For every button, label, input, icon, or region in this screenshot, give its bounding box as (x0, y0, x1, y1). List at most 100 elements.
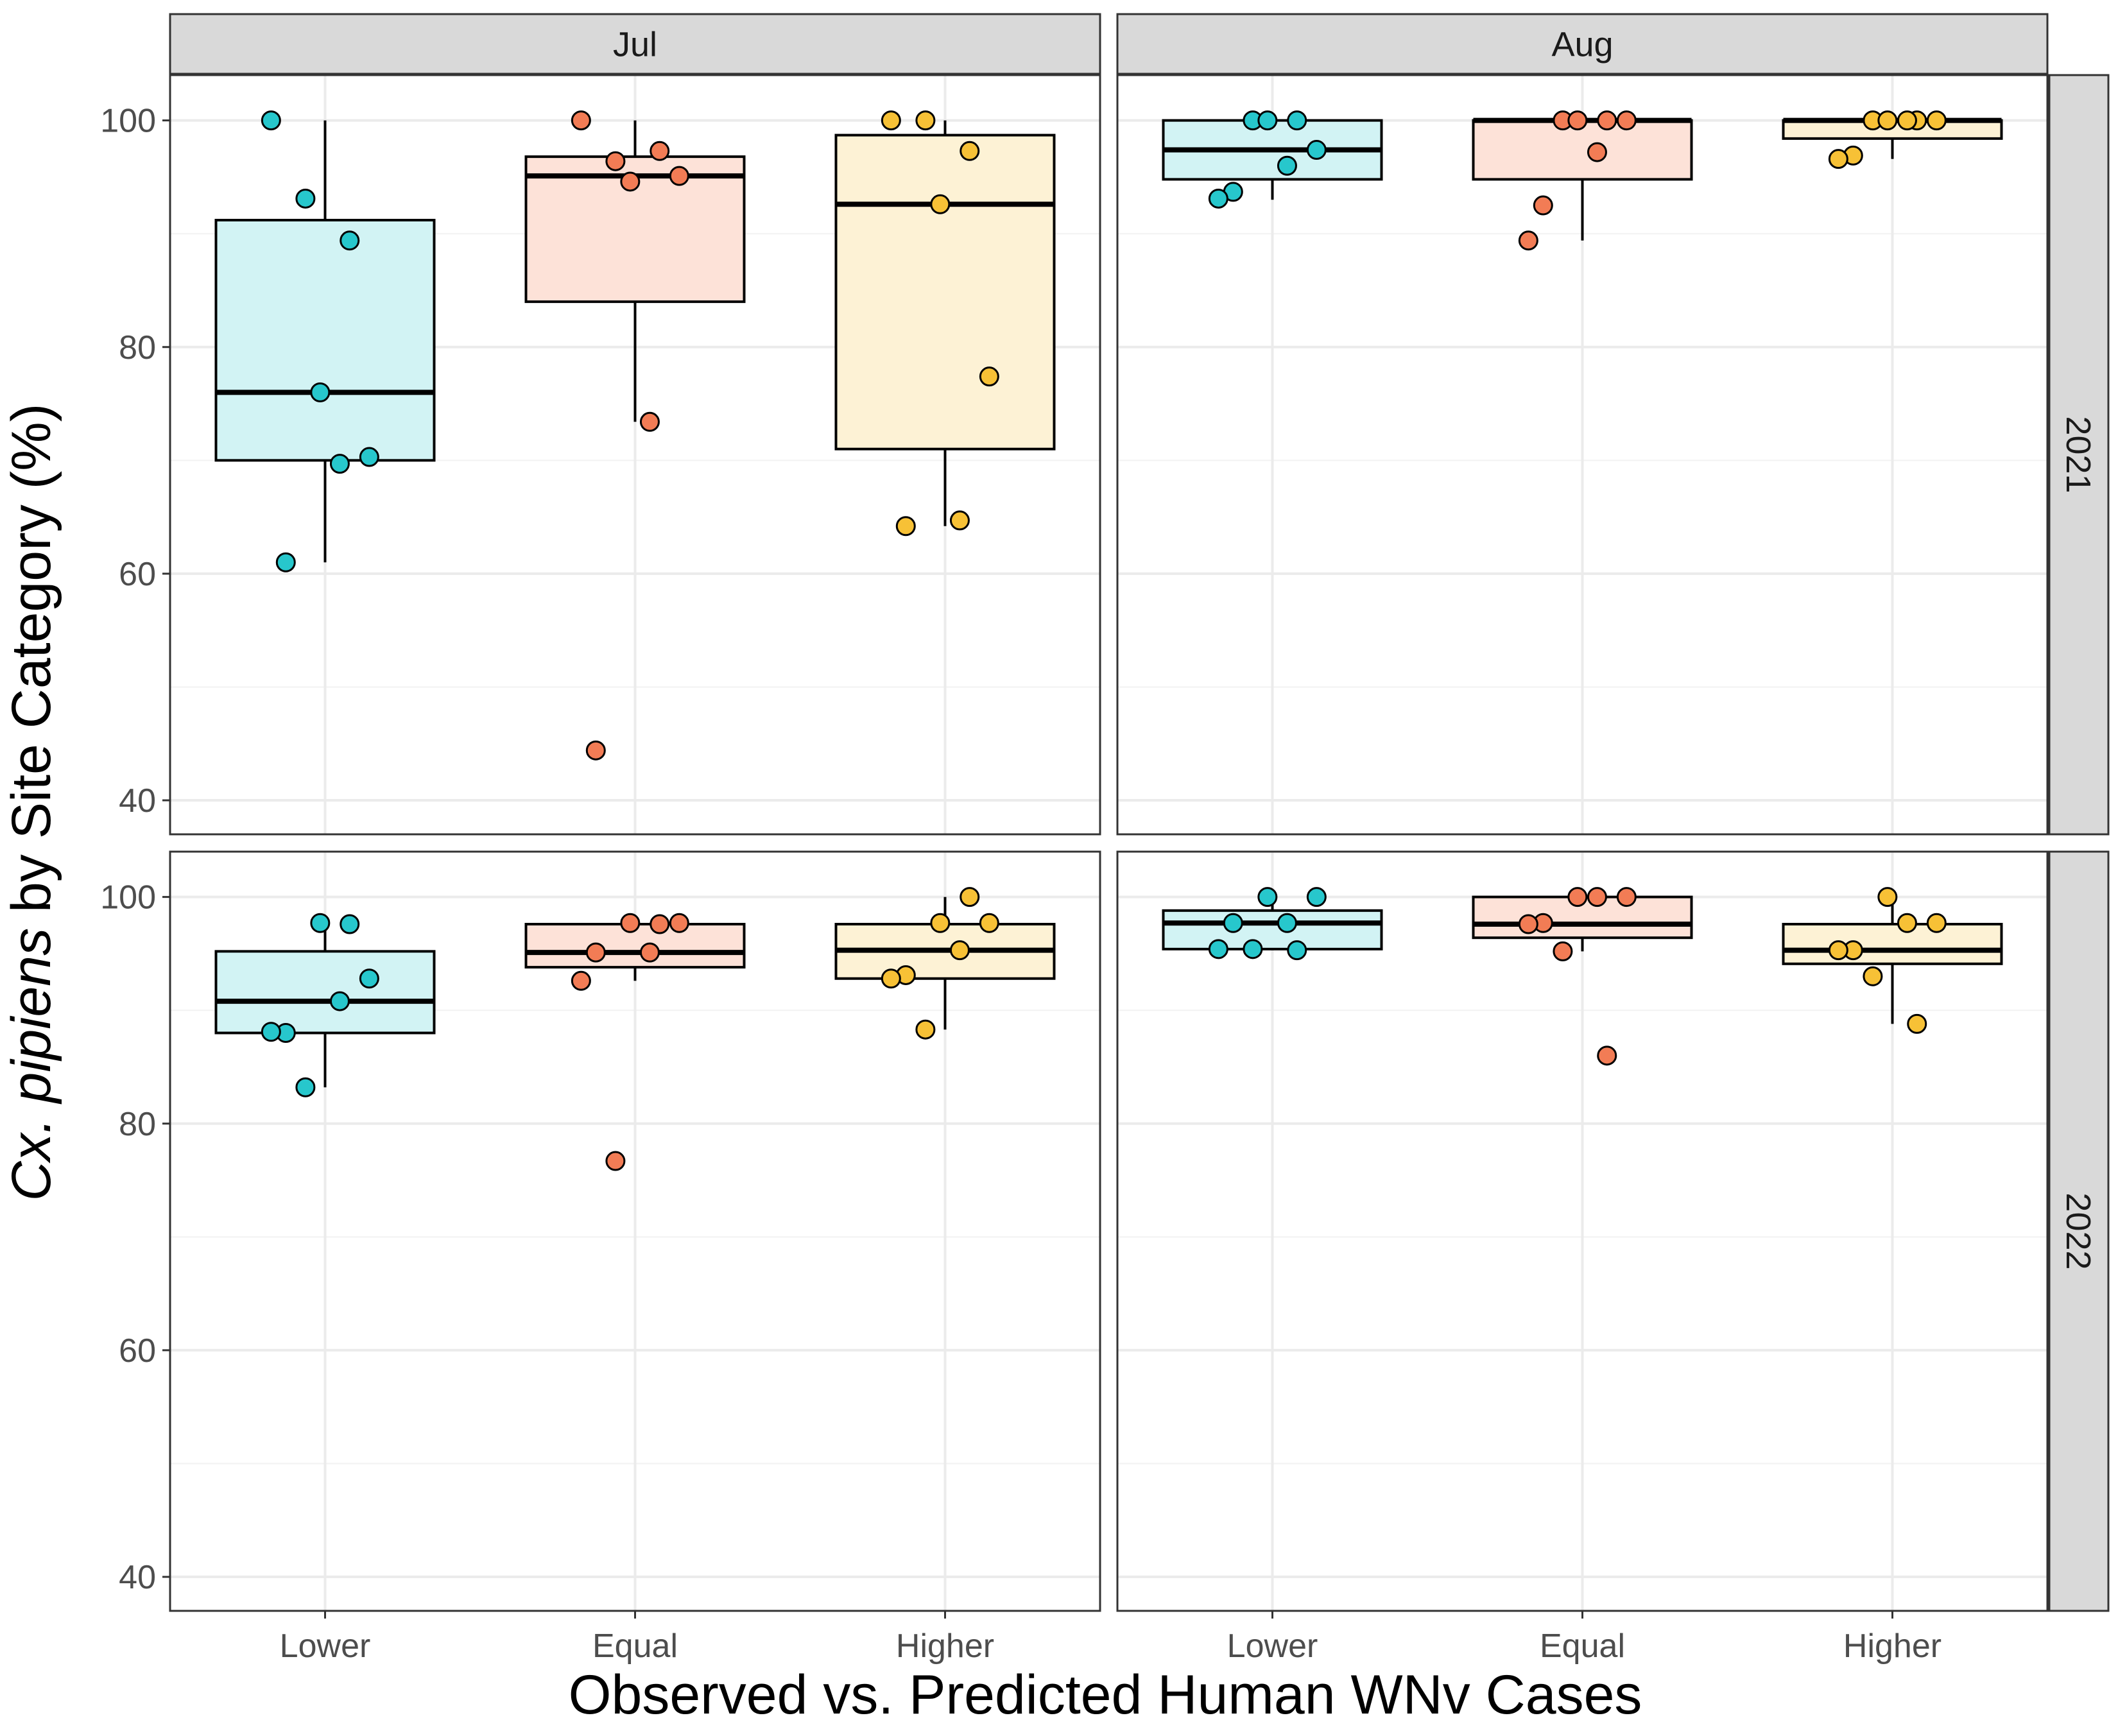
facet-panel-jul-2022 (169, 850, 1101, 1612)
y-axis-title: Cx. pipiens by Site Category (%) (1, 404, 62, 1201)
strip-label-2022: 2022 (2059, 1192, 2097, 1269)
data-point-lower (1223, 913, 1243, 933)
data-point-higher (915, 1019, 936, 1040)
data-point-equal (1567, 887, 1588, 907)
box-higher (834, 133, 1056, 451)
data-point-lower (1208, 188, 1228, 209)
x-tick-label-equal: Equal (1540, 1628, 1625, 1665)
data-point-equal (571, 110, 591, 131)
facet-strips: Jul Aug 2021 2022 (169, 13, 2110, 1612)
data-point-equal (1587, 887, 1607, 907)
data-point-equal (639, 411, 660, 432)
data-point-lower (1243, 939, 1263, 959)
data-point-equal (650, 914, 670, 934)
strip-label-jul: Jul (613, 26, 657, 64)
data-point-lower (359, 447, 379, 467)
strip-2022: 2022 (2048, 850, 2110, 1612)
data-point-higher (881, 968, 901, 989)
data-point-lower (340, 914, 360, 934)
y-tick-label: 100 (100, 879, 156, 916)
panel-border (1116, 74, 2049, 836)
data-point-higher (979, 366, 999, 387)
box-higher (1782, 923, 2003, 965)
data-point-equal (1518, 914, 1538, 934)
strip-label-2021: 2021 (2059, 416, 2097, 493)
data-point-higher (1926, 913, 1947, 933)
data-point-equal (1597, 1045, 1617, 1066)
data-point-higher (895, 516, 916, 537)
y-axis-title-rest: by Site Category (%) (1, 404, 62, 928)
data-point-higher (960, 887, 980, 907)
data-point-lower (329, 454, 350, 474)
data-point-equal (571, 970, 591, 991)
y-tick-label: 80 (119, 1106, 156, 1143)
strip-background (1116, 13, 2049, 75)
data-point-equal (585, 942, 606, 963)
data-point-higher (1907, 1013, 1927, 1034)
facet-panel-aug-2021 (1116, 74, 2049, 836)
data-point-lower (310, 913, 331, 933)
data-point-higher (930, 194, 951, 214)
data-point-equal (669, 913, 689, 933)
data-point-equal (1597, 110, 1617, 131)
y-tick-label: 80 (119, 329, 156, 366)
data-point-higher (915, 110, 936, 131)
strip-label-aug: Aug (1551, 26, 1613, 64)
box-lower (214, 950, 436, 1035)
data-point-equal (1518, 230, 1538, 251)
box-equal (1472, 119, 1693, 181)
axes: 40 60 80 100 40 60 80 100 Lower Equal Higher Lower E… (100, 103, 1942, 1665)
data-point-lower (261, 1022, 281, 1042)
data-point-higher (1828, 149, 1848, 169)
data-point-lower (295, 1077, 316, 1097)
y-tick-label: 100 (100, 103, 156, 140)
data-point-lower (1208, 939, 1228, 959)
data-point-lower (295, 188, 316, 209)
data-point-equal (1587, 142, 1607, 162)
data-point-higher (1877, 887, 1898, 907)
x-tick-label-equal: Equal (592, 1628, 678, 1665)
data-point-equal (605, 1151, 626, 1171)
data-point-higher (930, 913, 951, 933)
x-tick-label-higher: Higher (1843, 1628, 1942, 1665)
data-point-equal (1616, 110, 1637, 131)
x-tick-label-lower: Lower (280, 1628, 371, 1665)
data-point-lower (329, 991, 350, 1011)
data-point-lower (1257, 110, 1278, 131)
y-axis-title-italic: Cx. pipiens (1, 928, 62, 1201)
strip-jul: Jul (169, 13, 1101, 75)
data-point-higher (979, 913, 999, 933)
data-point-lower (340, 230, 360, 251)
data-point-lower (1306, 887, 1327, 907)
strip-background (2048, 74, 2110, 836)
data-point-higher (1897, 913, 1917, 933)
data-point-lower (1306, 140, 1327, 160)
data-point-higher (1926, 110, 1947, 131)
x-axis-title: Observed vs. Predicted Human WNv Cases (569, 1664, 1642, 1726)
x-tick-label-higher: Higher (896, 1628, 994, 1665)
data-point-equal (639, 942, 660, 963)
strip-aug: Aug (1116, 13, 2049, 75)
data-point-equal (605, 151, 626, 171)
facet-panel-jul-2021 (169, 74, 1101, 836)
data-point-higher (949, 510, 970, 531)
y-tick-label: 60 (119, 1332, 156, 1370)
data-point-equal (650, 141, 670, 161)
data-point-lower (1287, 110, 1307, 131)
data-point-higher (949, 940, 970, 961)
strip-background (169, 13, 1101, 75)
strip-2021: 2021 (2048, 74, 2110, 836)
data-point-higher (1828, 940, 1848, 961)
data-point-equal (1533, 195, 1553, 216)
data-point-lower (310, 382, 331, 402)
data-point-equal (669, 166, 689, 186)
box-equal (524, 923, 746, 969)
data-point-higher (1877, 110, 1898, 131)
facet-panels (169, 74, 2049, 1612)
facet-panel-aug-2022 (1116, 850, 2049, 1612)
y-tick-label: 40 (119, 1559, 156, 1596)
data-point-equal (1567, 110, 1588, 131)
data-point-higher (1897, 110, 1917, 131)
data-point-lower (1287, 940, 1307, 961)
